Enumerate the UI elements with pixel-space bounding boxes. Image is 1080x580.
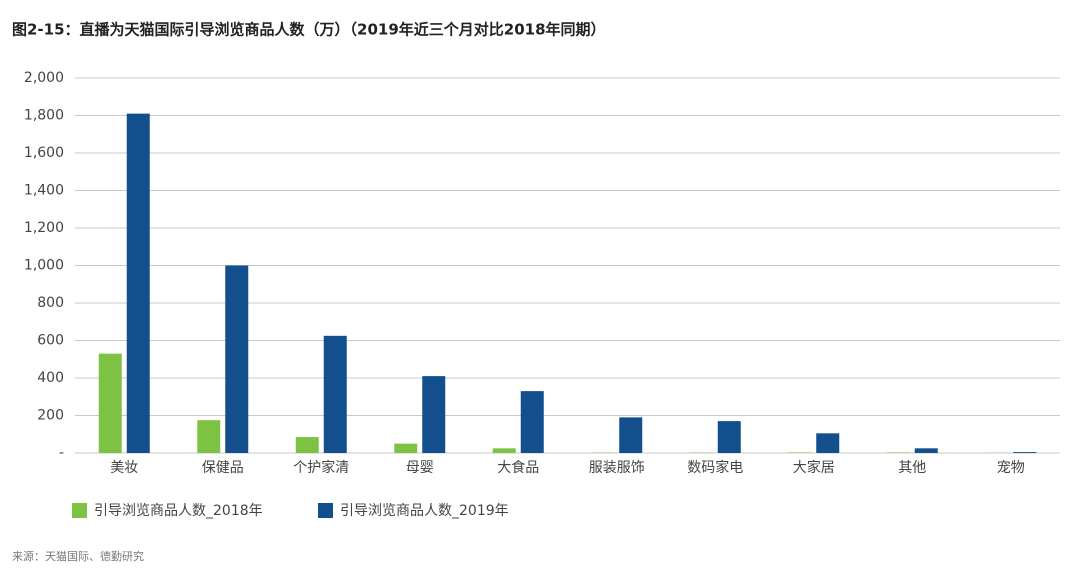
bar	[915, 448, 938, 453]
legend-label: 引导浏览商品人数_2018年	[94, 503, 263, 519]
x-tick-label: 个护家清	[293, 459, 349, 476]
x-tick-label: 母婴	[406, 460, 434, 476]
y-tick-label: 2,000	[24, 70, 64, 86]
x-tick-label: 保健品	[202, 460, 244, 476]
source: 来源：天猫国际、德勤研究	[12, 549, 144, 563]
y-tick-label: 1,400	[24, 183, 64, 199]
y-tick-label: 800	[37, 295, 64, 311]
bar	[197, 420, 220, 453]
bar	[718, 421, 741, 453]
legend-swatch	[318, 503, 333, 518]
bar	[887, 452, 910, 453]
bar	[521, 391, 544, 453]
bar	[99, 354, 122, 453]
x-tick-label: 数码家电	[687, 459, 743, 476]
bar	[788, 452, 811, 453]
bar	[816, 433, 839, 453]
bar	[296, 437, 319, 453]
bar	[324, 336, 347, 453]
x-tick-label: 美妆	[110, 460, 138, 476]
chart-title: 图2-15：直播为天猫国际引导浏览商品人数（万）（2019年近三个月对比2018…	[12, 21, 606, 39]
y-tick-label: 1,000	[24, 258, 64, 274]
bar	[127, 114, 150, 453]
bar	[225, 266, 248, 454]
x-tick-label: 宠物	[997, 460, 1025, 476]
bar	[619, 417, 642, 453]
x-tick-label: 服装服饰	[589, 460, 645, 476]
y-tick-label: -	[59, 445, 64, 461]
y-tick-label: 400	[37, 370, 64, 386]
bar	[1013, 452, 1036, 453]
x-tick-label: 大食品	[497, 459, 539, 476]
bar	[493, 448, 516, 453]
x-tick-label: 其他	[898, 460, 926, 476]
y-tick-label: 200	[37, 408, 64, 424]
y-tick-label: 1,200	[24, 220, 64, 236]
legend-swatch	[72, 503, 87, 518]
x-tick-label: 大家居	[793, 459, 835, 476]
y-tick-label: 1,600	[24, 145, 64, 161]
y-tick-label: 600	[37, 333, 64, 349]
y-tick-label: 1,800	[24, 108, 64, 124]
bar	[422, 376, 445, 453]
bar	[394, 444, 417, 453]
legend-label: 引导浏览商品人数_2019年	[340, 503, 509, 519]
